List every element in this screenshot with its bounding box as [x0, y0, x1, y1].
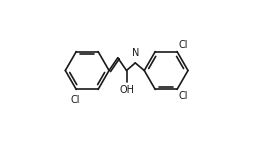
Text: Cl: Cl: [71, 95, 80, 105]
Text: Cl: Cl: [178, 91, 188, 101]
Text: OH: OH: [119, 85, 134, 95]
Text: Cl: Cl: [178, 40, 188, 50]
Text: N: N: [132, 48, 139, 58]
